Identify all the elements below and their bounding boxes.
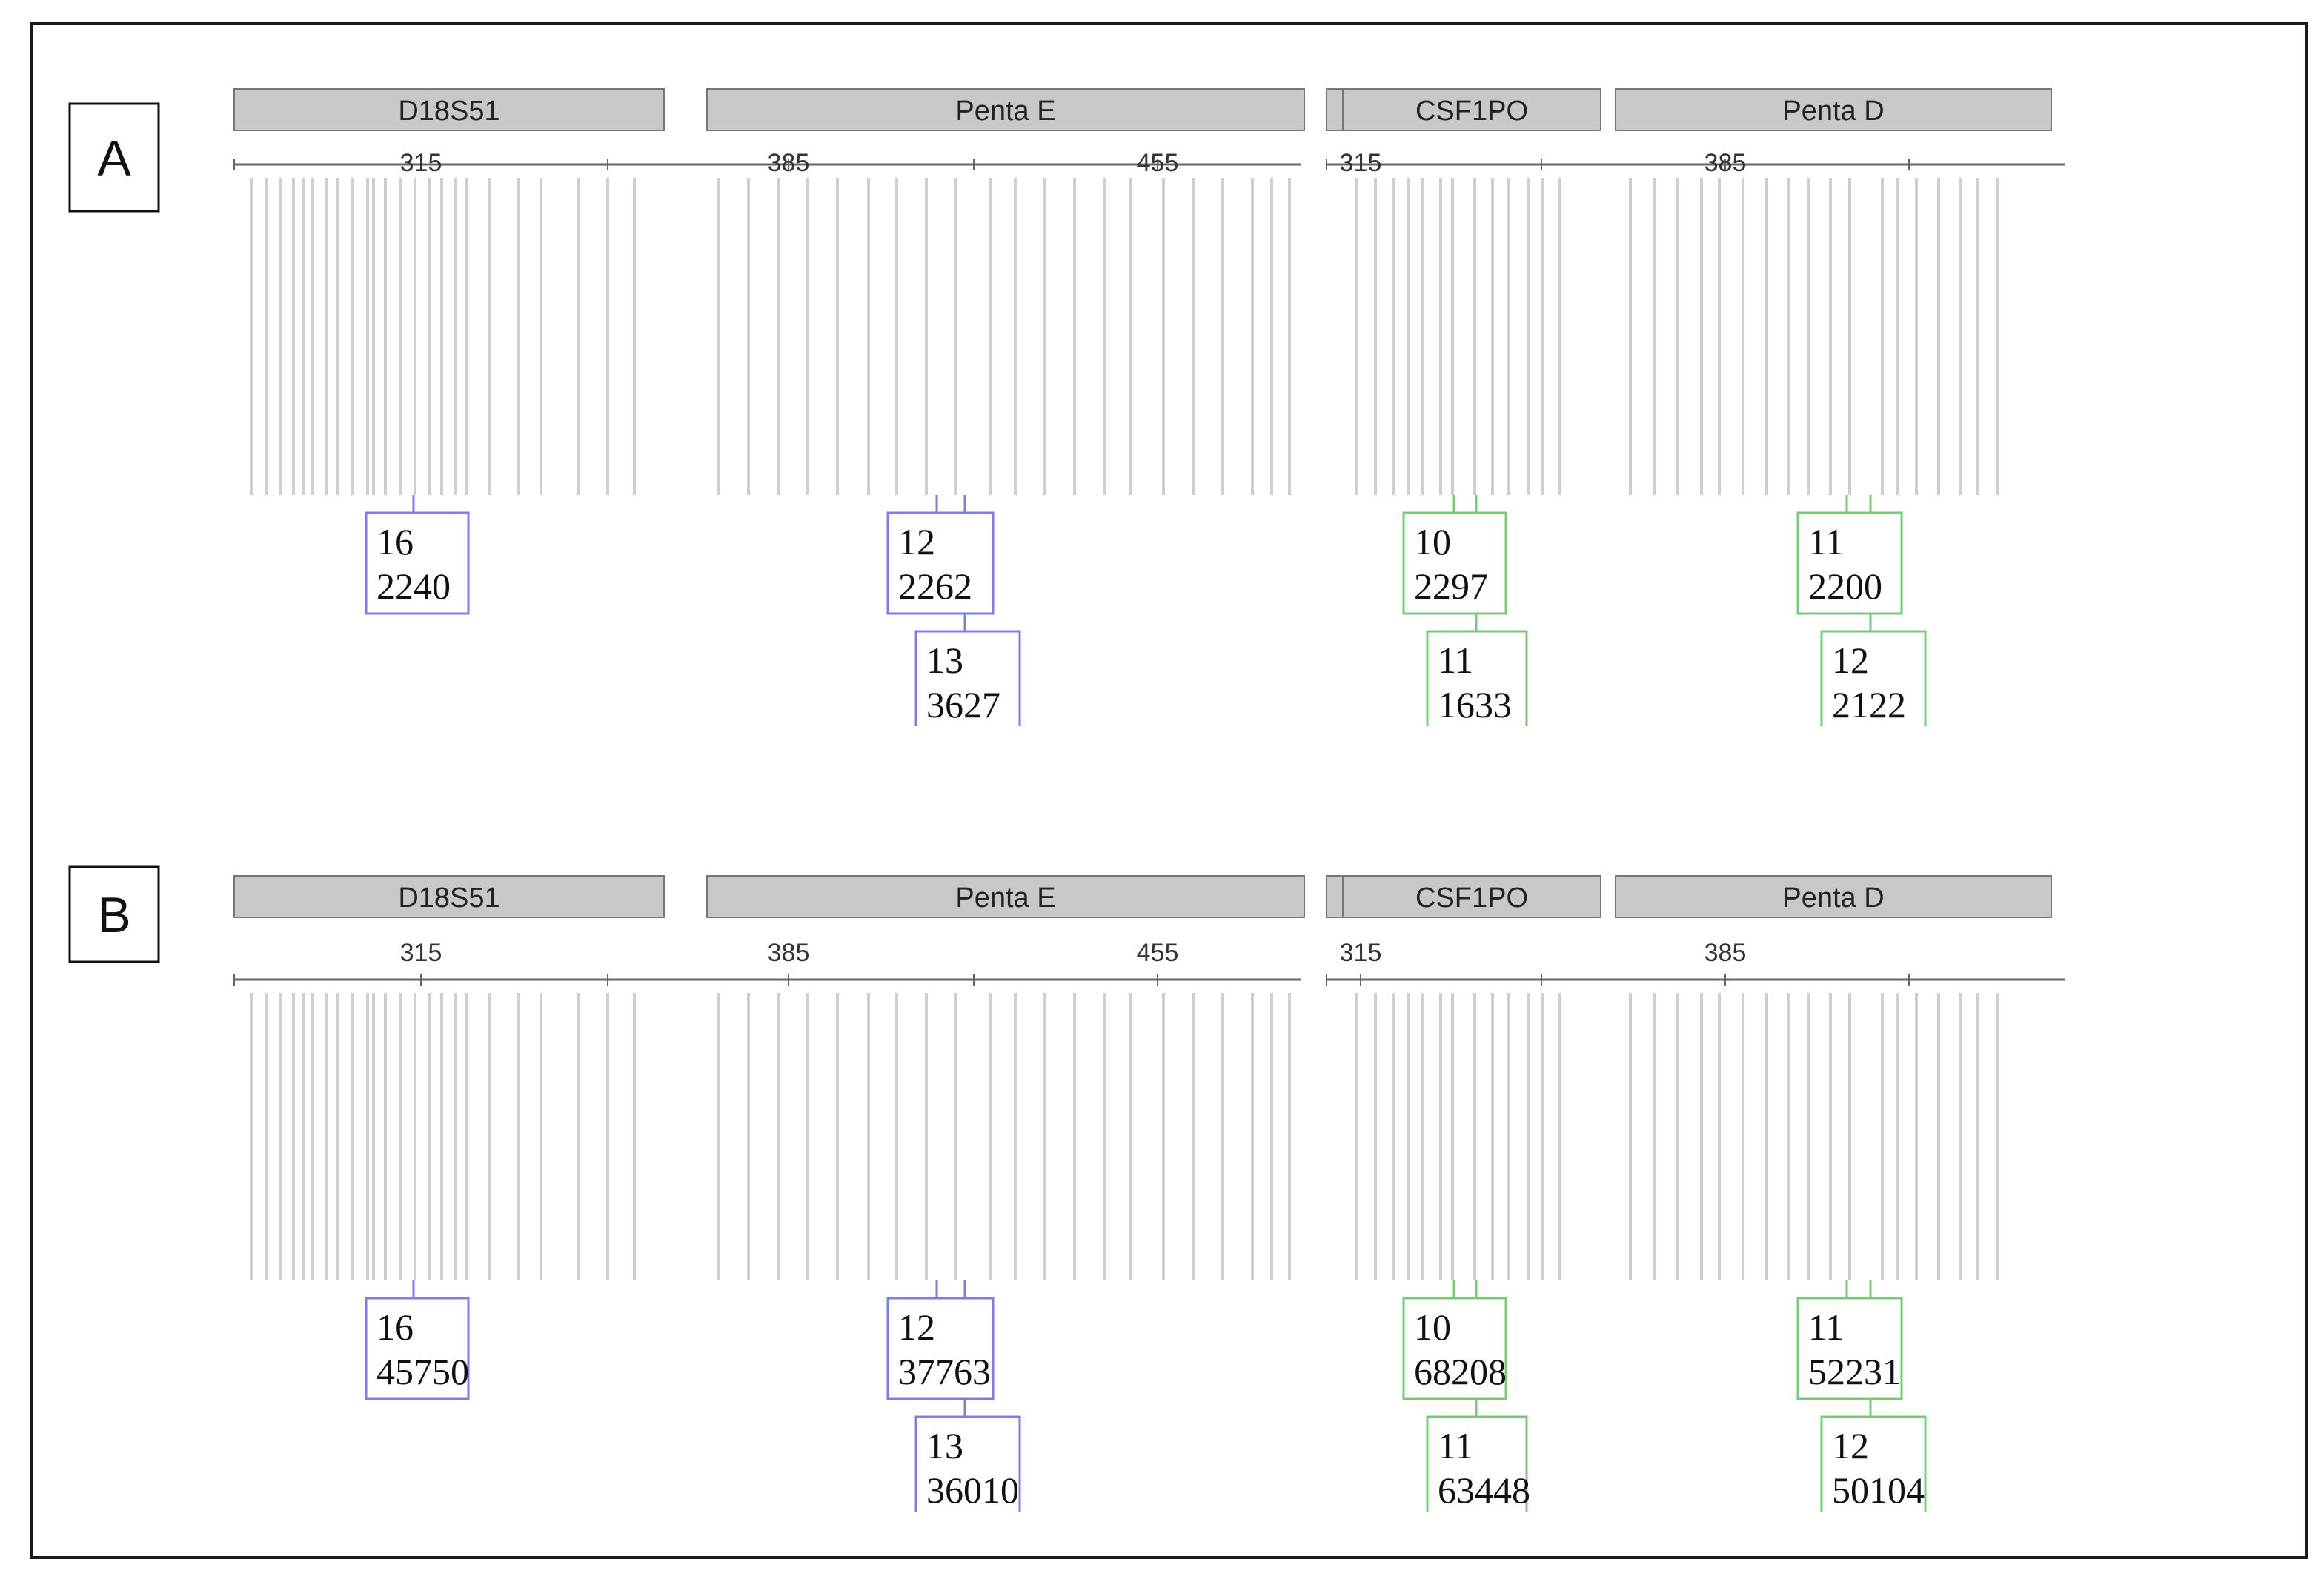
- allele-number: 13: [926, 639, 963, 681]
- panel-label: A: [97, 130, 131, 187]
- tick-label: 315: [400, 149, 442, 177]
- tick-label: 455: [1137, 149, 1179, 177]
- peak-height: 68208: [1414, 1351, 1507, 1392]
- tick-label: 455: [1137, 939, 1179, 967]
- allele-number: 12: [1832, 1425, 1869, 1466]
- allele-number: 12: [898, 1306, 935, 1348]
- marker-label: D18S51: [398, 96, 499, 127]
- marker-label: Penta D: [1782, 883, 1884, 914]
- tick-label: 385: [768, 149, 810, 177]
- allele-call-box: [914, 630, 1021, 726]
- allele-call-box: [1796, 511, 1903, 615]
- tick-label: 385: [768, 939, 810, 967]
- peak-height: 52231: [1808, 1351, 1901, 1392]
- allele-number: 13: [926, 1425, 963, 1466]
- allele-number: 10: [1414, 521, 1451, 562]
- marker-header-fragment: [1326, 88, 1344, 131]
- tick-label: 385: [1704, 149, 1747, 177]
- peak-height: 2122: [1832, 684, 1906, 725]
- allele-number: 12: [898, 521, 935, 562]
- allele-call-box: [886, 1297, 995, 1400]
- marker-header-penta-d: [1615, 88, 2052, 131]
- marker-header-csf1po: [1342, 88, 1601, 131]
- allele-number: 11: [1438, 1425, 1473, 1466]
- allele-call-box: [365, 511, 470, 615]
- allele-call-box: [1796, 1297, 1903, 1400]
- marker-header-d18s51: [233, 875, 665, 918]
- marker-header-d18s51: [233, 88, 665, 131]
- allele-call-box: [914, 1415, 1021, 1512]
- marker-header-penta-d: [1615, 875, 2052, 918]
- panel-label-box: [68, 102, 160, 213]
- figure-frame: [30, 22, 2308, 1559]
- peak-height: 2240: [376, 565, 451, 607]
- tick-label: 315: [1340, 149, 1382, 177]
- panel-label: B: [97, 887, 130, 943]
- marker-header-penta-e: [706, 875, 1305, 918]
- allele-call-box: [886, 511, 995, 615]
- marker-label: Penta E: [955, 96, 1055, 127]
- allele-call-box: [365, 1297, 470, 1400]
- peak-height: 2200: [1808, 565, 1882, 607]
- allele-call-box: [1402, 511, 1507, 615]
- allele-number: 16: [376, 521, 414, 562]
- peak-height: 36010: [926, 1469, 1019, 1511]
- panel-label-box: [68, 865, 160, 963]
- marker-label: CSF1PO: [1415, 883, 1528, 914]
- marker-header-fragment: [1326, 875, 1344, 918]
- marker-header-penta-e: [706, 88, 1305, 131]
- allele-call-box: [1426, 1415, 1528, 1512]
- marker-header-csf1po: [1342, 875, 1601, 918]
- marker-label: Penta D: [1782, 96, 1884, 127]
- marker-label: D18S51: [398, 883, 499, 914]
- marker-label: Penta E: [955, 883, 1055, 914]
- peak-height: 37763: [898, 1351, 991, 1392]
- tick-label: 315: [1340, 939, 1382, 967]
- peak-height: 63448: [1438, 1469, 1530, 1511]
- peak-height: 2262: [898, 565, 972, 607]
- peak-height: 3627: [926, 684, 1000, 725]
- allele-number: 11: [1808, 521, 1844, 562]
- tick-label: 315: [400, 939, 442, 967]
- allele-call-box: [1820, 1415, 1927, 1512]
- peak-height: 50104: [1832, 1469, 1925, 1511]
- allele-call-box: [1426, 630, 1528, 726]
- allele-call-box: [1820, 630, 1927, 726]
- peak-height: 1633: [1438, 684, 1512, 725]
- marker-label: CSF1PO: [1415, 96, 1528, 127]
- allele-number: 11: [1438, 639, 1473, 681]
- tick-label: 385: [1704, 939, 1747, 967]
- allele-number: 12: [1832, 639, 1869, 681]
- allele-number: 16: [376, 1306, 414, 1348]
- allele-number: 11: [1808, 1306, 1844, 1348]
- allele-call-box: [1402, 1297, 1507, 1400]
- peak-height: 2297: [1414, 565, 1488, 607]
- peak-height: 45750: [376, 1351, 469, 1392]
- allele-number: 10: [1414, 1306, 1451, 1348]
